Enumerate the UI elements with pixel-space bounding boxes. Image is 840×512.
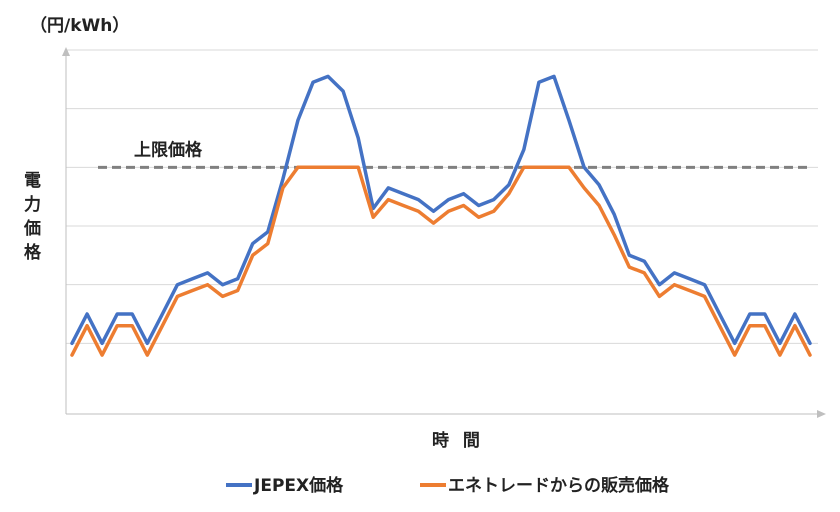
legend-label: エネトレードからの販売価格 <box>448 475 670 496</box>
y-axis-label-char: 格 <box>24 242 42 263</box>
y-axis-arrow <box>62 47 70 56</box>
gridlines <box>66 49 818 344</box>
series-line-enetrade <box>70 165 812 357</box>
unit-label: （円/kWh） <box>30 15 129 36</box>
axes <box>62 47 826 418</box>
series-layer <box>70 74 812 357</box>
legend-item: エネトレードからの販売価格 <box>420 475 670 496</box>
x-axis-arrow <box>817 410 826 418</box>
y-axis-label-char: 力 <box>24 194 41 215</box>
series-line-jepex <box>70 74 812 346</box>
y-axis-label-char: 電 <box>24 171 41 191</box>
legend: JEPEX価格 エネトレードからの販売価格 <box>226 475 670 496</box>
cap-label: 上限価格 <box>134 139 203 160</box>
y-axis-label: 電 力 価 格 <box>23 171 42 263</box>
legend-label: JEPEX価格 <box>253 475 344 496</box>
legend-item: JEPEX価格 <box>226 475 344 496</box>
y-axis-label-char: 価 <box>23 218 41 239</box>
x-axis-label: 時 間 <box>432 430 484 451</box>
